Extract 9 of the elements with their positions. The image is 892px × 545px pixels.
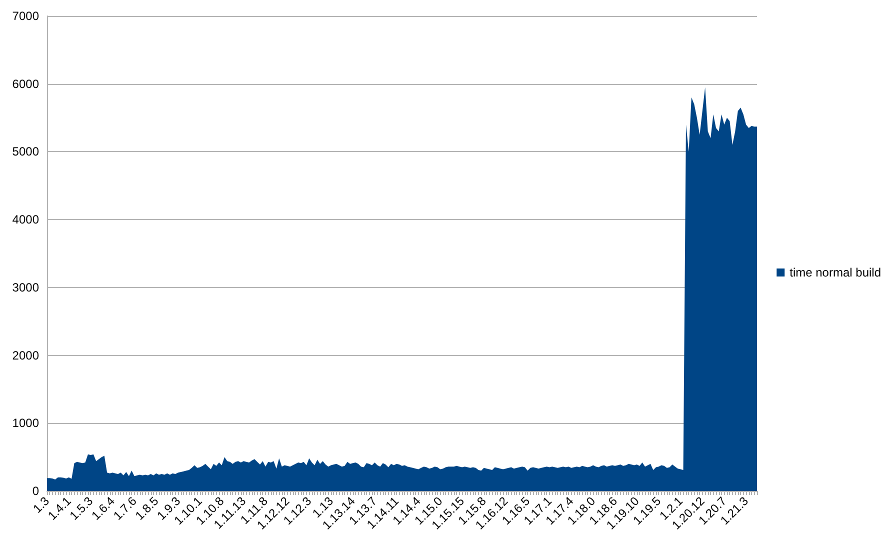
y-tick-label: 2000 [12,348,40,362]
y-tick-label: 5000 [12,144,40,159]
y-tick-label: 1000 [12,416,40,430]
y-tick-label: 0 [32,484,40,498]
y-tick-label: 3000 [12,280,40,294]
y-tick-label: 6000 [12,76,40,91]
y-tick-label: 7000 [12,9,40,23]
y-tick-label: 4000 [12,212,40,227]
legend-label: time normal build [790,266,882,280]
